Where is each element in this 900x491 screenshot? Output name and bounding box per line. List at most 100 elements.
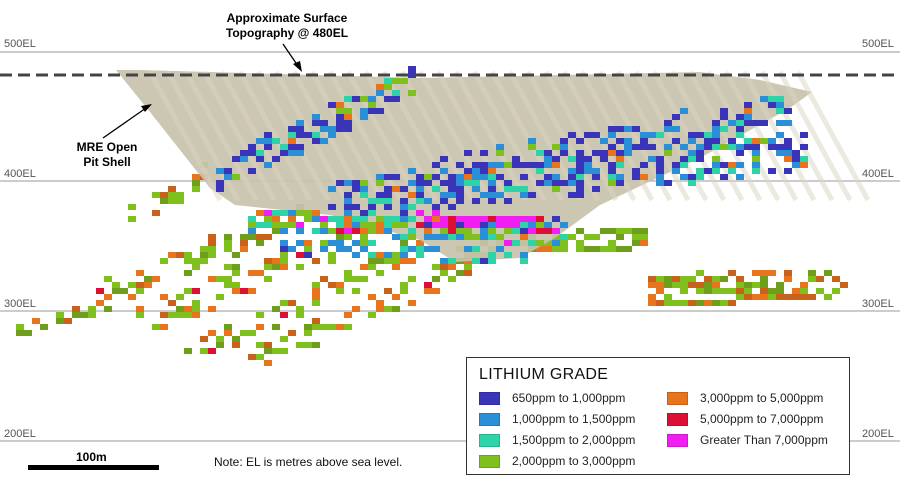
grade-block bbox=[360, 216, 368, 222]
grade-block bbox=[656, 132, 664, 138]
grade-block bbox=[736, 144, 744, 150]
grade-block bbox=[488, 222, 496, 228]
grade-block bbox=[800, 132, 808, 138]
grade-block bbox=[464, 270, 472, 276]
grade-block bbox=[688, 174, 696, 180]
grade-block bbox=[320, 246, 328, 252]
grade-block bbox=[448, 174, 456, 180]
grade-block bbox=[576, 168, 584, 174]
grade-block bbox=[568, 192, 576, 198]
grade-block bbox=[768, 288, 776, 294]
grade-block bbox=[656, 180, 664, 186]
grade-block bbox=[440, 264, 448, 270]
grade-block bbox=[808, 294, 816, 300]
grade-block bbox=[184, 258, 192, 264]
grade-block bbox=[560, 234, 568, 240]
grade-block bbox=[576, 228, 584, 234]
grade-block bbox=[624, 150, 632, 156]
grade-block bbox=[408, 228, 416, 234]
grade-block bbox=[376, 108, 384, 114]
grade-block bbox=[248, 354, 256, 360]
grade-block bbox=[160, 324, 168, 330]
grade-block bbox=[336, 246, 344, 252]
grade-block bbox=[280, 336, 288, 342]
grade-block bbox=[336, 114, 344, 120]
grade-block bbox=[696, 132, 704, 138]
grade-block bbox=[536, 216, 544, 222]
grade-block bbox=[688, 150, 696, 156]
grade-block bbox=[312, 216, 320, 222]
grade-block bbox=[344, 324, 352, 330]
grade-block bbox=[384, 186, 392, 192]
grade-block bbox=[368, 108, 376, 114]
grade-block bbox=[376, 90, 384, 96]
grade-block bbox=[440, 216, 448, 222]
grade-block bbox=[384, 84, 392, 90]
grade-block bbox=[472, 180, 480, 186]
grade-block bbox=[360, 240, 368, 246]
grade-block bbox=[184, 348, 192, 354]
grade-block bbox=[384, 216, 392, 222]
grade-block bbox=[176, 312, 184, 318]
grade-block bbox=[440, 180, 448, 186]
grade-block bbox=[192, 300, 200, 306]
grade-block bbox=[448, 234, 456, 240]
grade-block bbox=[576, 246, 584, 252]
grade-block bbox=[528, 222, 536, 228]
grade-block bbox=[688, 156, 696, 162]
grade-block bbox=[656, 162, 664, 168]
grade-block bbox=[272, 324, 280, 330]
grade-block bbox=[472, 168, 480, 174]
grade-block bbox=[480, 228, 488, 234]
grade-block bbox=[352, 288, 360, 294]
grade-block bbox=[568, 180, 576, 186]
grade-block bbox=[320, 276, 328, 282]
grade-block bbox=[280, 222, 288, 228]
el-label-300-right: 300EL bbox=[862, 298, 894, 310]
grade-block bbox=[416, 222, 424, 228]
grade-block bbox=[344, 192, 352, 198]
grade-block bbox=[264, 276, 272, 282]
grade-block bbox=[192, 312, 200, 318]
grade-block bbox=[312, 258, 320, 264]
grade-block bbox=[672, 162, 680, 168]
grade-block bbox=[768, 96, 776, 102]
grade-block bbox=[456, 174, 464, 180]
grade-block bbox=[392, 294, 400, 300]
grade-block bbox=[448, 192, 456, 198]
grade-block bbox=[456, 216, 464, 222]
grade-block bbox=[784, 270, 792, 276]
grade-block bbox=[408, 276, 416, 282]
grade-block bbox=[400, 216, 408, 222]
grade-block bbox=[784, 120, 792, 126]
grade-block bbox=[360, 264, 368, 270]
grade-block bbox=[480, 234, 488, 240]
grade-block bbox=[200, 336, 208, 342]
grade-block bbox=[520, 216, 528, 222]
grade-block bbox=[136, 282, 144, 288]
grade-block bbox=[384, 174, 392, 180]
grade-block bbox=[320, 126, 328, 132]
grade-block bbox=[272, 216, 280, 222]
grade-block bbox=[664, 294, 672, 300]
grade-block bbox=[712, 138, 720, 144]
grade-block bbox=[264, 348, 272, 354]
grade-block bbox=[224, 282, 232, 288]
grade-block bbox=[96, 288, 104, 294]
grade-block bbox=[448, 264, 456, 270]
grade-block bbox=[784, 276, 792, 282]
grade-block bbox=[160, 192, 168, 198]
grade-block bbox=[800, 144, 808, 150]
grade-block bbox=[608, 144, 616, 150]
grade-block bbox=[744, 114, 752, 120]
grade-block bbox=[336, 222, 344, 228]
grade-block bbox=[656, 300, 664, 306]
grade-block bbox=[272, 264, 280, 270]
grade-block bbox=[800, 294, 808, 300]
grade-block bbox=[288, 138, 296, 144]
grade-block bbox=[576, 150, 584, 156]
grade-block bbox=[608, 180, 616, 186]
grade-block bbox=[344, 234, 352, 240]
grade-block bbox=[112, 288, 120, 294]
